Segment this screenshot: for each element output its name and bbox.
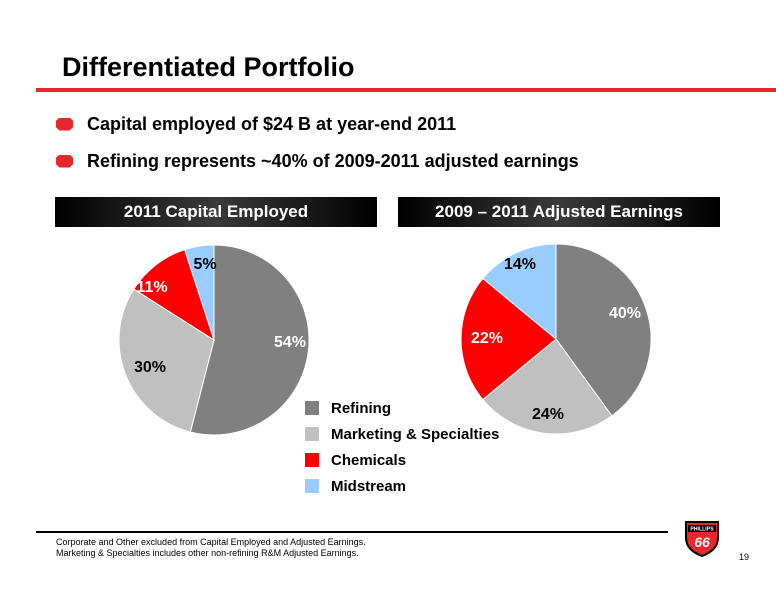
pie-slice-refining: [555, 243, 652, 417]
slice-label-marketing: 30%: [134, 359, 166, 376]
slice-label-chemicals: 22%: [471, 330, 503, 347]
legend-label: Midstream: [331, 477, 407, 495]
pie-slice-marketing: [118, 288, 215, 433]
banner-label: 2009 – 2011 Adjusted Earnings: [435, 202, 683, 221]
chart-legend: Refining Marketing & Specialties Chemica…: [305, 395, 499, 499]
legend-item-chemicals: Chemicals: [305, 447, 499, 473]
page-number: 19: [739, 552, 750, 562]
slice-label-refining: 54%: [274, 334, 306, 351]
legend-item-refining: Refining: [305, 395, 499, 421]
pie-adjusted-earnings: 40% 24% 22% 14%: [460, 243, 652, 435]
legend-item-midstream: Midstream: [305, 473, 499, 499]
pie-slice-refining: [189, 244, 310, 436]
logo-top-text: PHILLIPS: [690, 527, 714, 533]
footer-rule: [36, 531, 668, 533]
logo-main-text: 66: [694, 534, 710, 550]
legend-swatch: [305, 479, 319, 493]
bullet-marker-icon: [56, 154, 73, 168]
footnote-2: Marketing & Specialties includes other n…: [56, 548, 359, 558]
legend-swatch: [305, 427, 319, 441]
slice-label-midstream: 14%: [504, 256, 536, 273]
bullet-refining: Refining represents ~40% of 2009-2011 ad…: [56, 148, 756, 174]
pie-slice-midstream: [184, 244, 215, 341]
slice-label-midstream: 5%: [193, 256, 216, 273]
bullet-marker-icon: [56, 117, 73, 131]
slice-label-chemicals: 11%: [136, 279, 167, 296]
slice-label-marketing: 24%: [532, 406, 564, 423]
banner-adjusted-earnings: 2009 – 2011 Adjusted Earnings: [398, 197, 720, 227]
legend-swatch: [305, 453, 319, 467]
pie-capital-employed: 54% 30% 11% 5%: [118, 244, 310, 436]
slide-title: Differentiated Portfolio: [62, 52, 355, 82]
pie-slice-chemicals: [460, 277, 557, 401]
title-underline: [36, 88, 776, 92]
bullet-text: Capital employed of $24 B at year-end 20…: [87, 113, 457, 134]
banner-capital-employed: 2011 Capital Employed: [55, 197, 377, 227]
legend-label: Marketing & Specialties: [331, 425, 500, 443]
pie-slice-chemicals: [133, 249, 215, 342]
pie-slice-midstream: [482, 243, 557, 341]
bullet-text: Refining represents ~40% of 2009-2011 ad…: [87, 150, 579, 171]
legend-item-marketing: Marketing & Specialties: [305, 421, 499, 447]
slice-label-refining: 40%: [609, 305, 641, 322]
banner-label: 2011 Capital Employed: [123, 202, 309, 221]
pie-slice-marketing: [482, 338, 613, 435]
legend-label: Chemicals: [331, 451, 407, 469]
bullet-capital: Capital employed of $24 B at year-end 20…: [56, 111, 756, 137]
legend-swatch: [305, 401, 319, 415]
phillips66-logo: PHILLIPS 66: [685, 521, 719, 558]
legend-label: Refining: [331, 399, 391, 417]
footnote-1: Corporate and Other excluded from Capita…: [56, 537, 366, 547]
